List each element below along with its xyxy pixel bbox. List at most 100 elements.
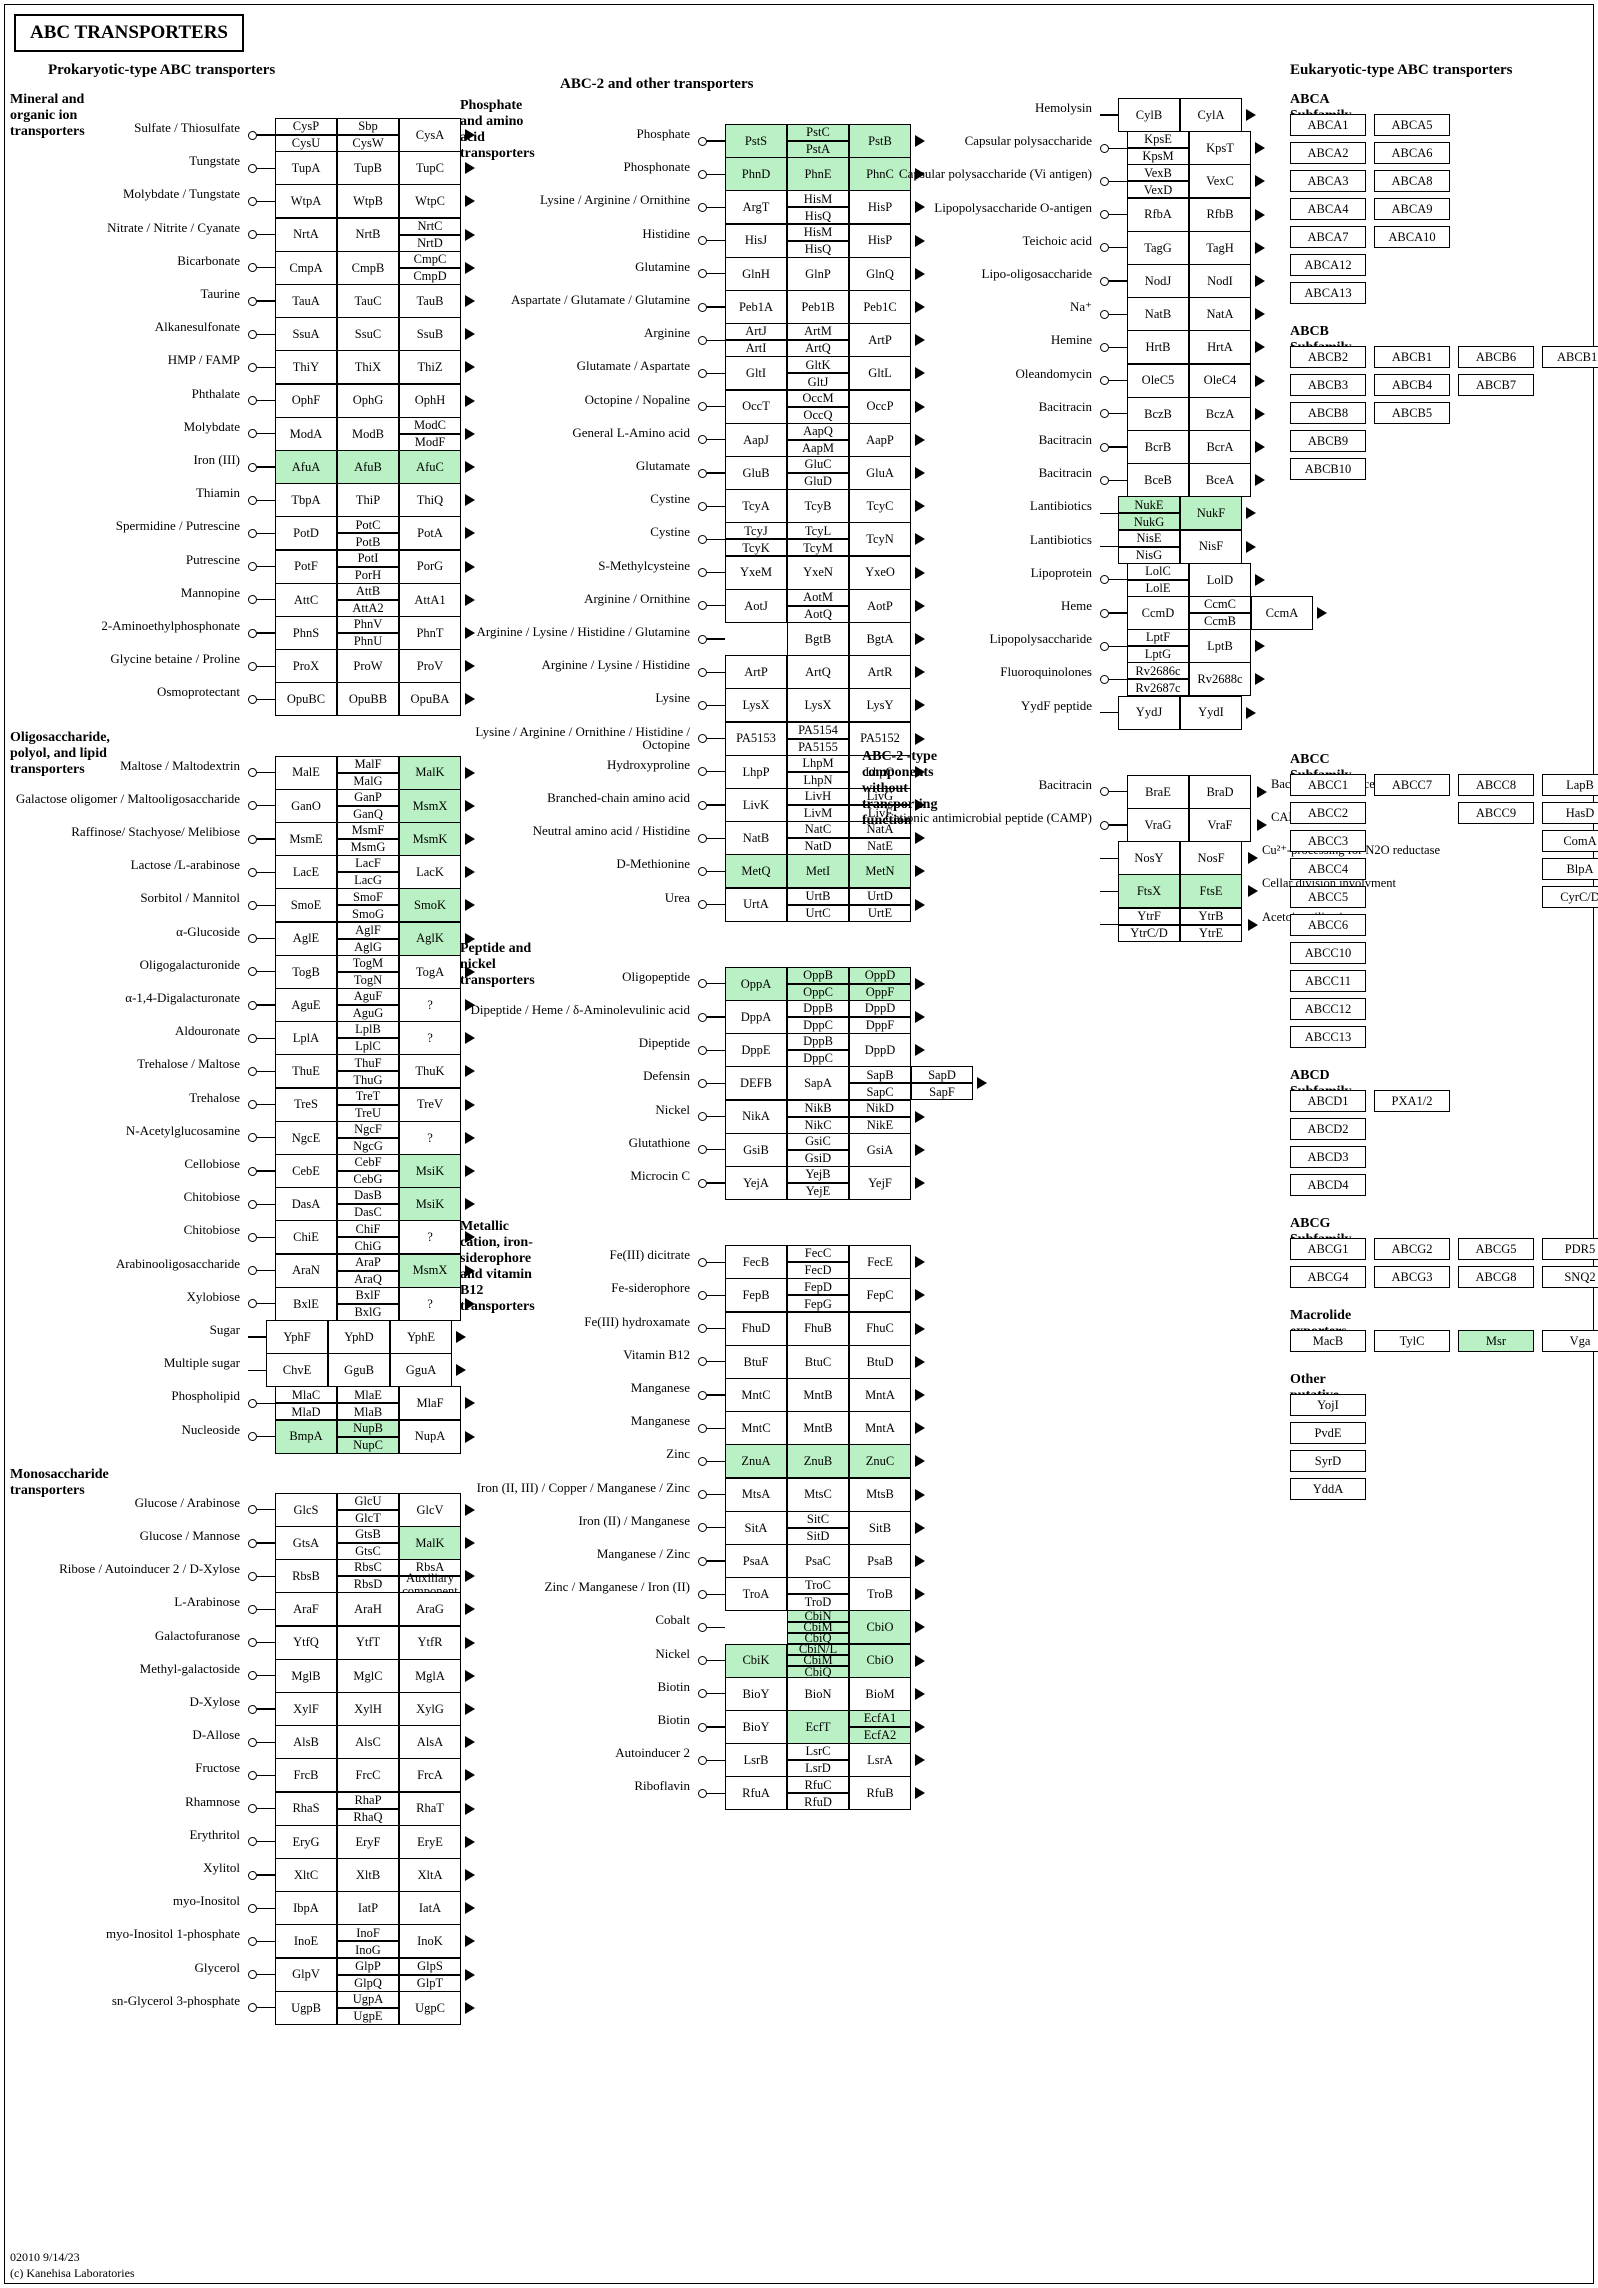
gene-box-UgpC[interactable]: UgpC xyxy=(399,1991,461,2025)
gene-box-NatB[interactable]: NatB xyxy=(1127,297,1189,331)
gene-box-AttC[interactable]: AttC xyxy=(275,583,337,617)
gene-box-FhuC[interactable]: FhuC xyxy=(849,1312,911,1346)
gene-box-FepB[interactable]: FepB xyxy=(725,1278,787,1312)
subfamily-box-CyrCD[interactable]: CyrC/D xyxy=(1542,886,1598,908)
gene-box-ProV[interactable]: ProV xyxy=(399,649,461,683)
gene-box-MlaD[interactable]: MlaD xyxy=(275,1403,337,1420)
gene-box-EryE[interactable]: EryE xyxy=(399,1825,461,1859)
gene-box-ThiY[interactable]: ThiY xyxy=(275,350,337,384)
gene-box-AglF[interactable]: AglF xyxy=(337,922,399,939)
gene-box-KpsE[interactable]: KpsE xyxy=(1127,131,1189,148)
gene-box-CmpA[interactable]: CmpA xyxy=(275,251,337,285)
gene-box-LsrB[interactable]: LsrB xyxy=(725,1743,787,1777)
subfamily-box-ABCD4[interactable]: ABCD4 xyxy=(1290,1174,1366,1196)
gene-box-OpuBA[interactable]: OpuBA xyxy=(399,682,461,716)
subfamily-box-PXA12[interactable]: PXA1/2 xyxy=(1374,1090,1450,1112)
gene-box-YxeM[interactable]: YxeM xyxy=(725,556,787,590)
gene-box-FrcA[interactable]: FrcA xyxy=(399,1758,461,1792)
gene-box-GlpP[interactable]: GlpP xyxy=(337,1958,399,1975)
gene-box-ThuK[interactable]: ThuK xyxy=(399,1054,461,1088)
gene-box-FrcC[interactable]: FrcC xyxy=(337,1758,399,1792)
gene-box-LptF[interactable]: LptF xyxy=(1127,629,1189,646)
gene-box-LivM[interactable]: LivM xyxy=(787,805,849,822)
gene-box-HisQ[interactable]: HisQ xyxy=(787,241,849,258)
gene-box-OleC5[interactable]: OleC5 xyxy=(1127,364,1189,398)
gene-box-AapQ[interactable]: AapQ xyxy=(787,423,849,440)
gene-box-InoF[interactable]: InoF xyxy=(337,1924,399,1941)
gene-box-NosF[interactable]: NosF xyxy=(1180,841,1242,875)
gene-box-BioY[interactable]: BioY xyxy=(725,1677,787,1711)
gene-box-InoG[interactable]: InoG xyxy=(337,1941,399,1958)
gene-box-AguF[interactable]: AguF xyxy=(337,988,399,1005)
gene-box-BxlE[interactable]: BxlE xyxy=(275,1287,337,1321)
gene-box-LhpN[interactable]: LhpN xyxy=(787,772,849,789)
gene-box-DppD[interactable]: DppD xyxy=(849,1033,911,1067)
gene-box-NrtD[interactable]: NrtD xyxy=(399,235,461,252)
gene-box-NatC[interactable]: NatC xyxy=(787,821,849,838)
gene-box-MntB[interactable]: MntB xyxy=(787,1378,849,1412)
gene-box-FecD[interactable]: FecD xyxy=(787,1262,849,1279)
gene-box-AfuC[interactable]: AfuC xyxy=(399,450,461,484)
gene-box-VraF[interactable]: VraF xyxy=(1189,808,1251,842)
gene-box-YejE[interactable]: YejE xyxy=(787,1183,849,1200)
gene-box-OpuBC[interactable]: OpuBC xyxy=(275,682,337,716)
gene-box-PA5153[interactable]: PA5153 xyxy=(725,722,787,756)
gene-box-CcmC[interactable]: CcmC xyxy=(1189,596,1251,613)
gene-box-NikB[interactable]: NikB xyxy=(787,1100,849,1117)
gene-box-Rv2687c[interactable]: Rv2687c xyxy=(1127,679,1189,696)
gene-box-ModB[interactable]: ModB xyxy=(337,417,399,451)
gene-box-FecB[interactable]: FecB xyxy=(725,1245,787,1279)
gene-box-[interactable]: ? xyxy=(399,1121,461,1155)
gene-box-GtsA[interactable]: GtsA xyxy=(275,1526,337,1560)
gene-box-ArtM[interactable]: ArtM xyxy=(787,323,849,340)
gene-box-NatB[interactable]: NatB xyxy=(725,821,787,855)
gene-box-FepG[interactable]: FepG xyxy=(787,1295,849,1312)
gene-box-PsaA[interactable]: PsaA xyxy=(725,1544,787,1578)
gene-box-TagH[interactable]: TagH xyxy=(1189,231,1251,265)
gene-box-TogB[interactable]: TogB xyxy=(275,955,337,989)
gene-box-AraF[interactable]: AraF xyxy=(275,1592,337,1626)
gene-box-MntA[interactable]: MntA xyxy=(849,1378,911,1412)
subfamily-box-ABCG5[interactable]: ABCG5 xyxy=(1458,1238,1534,1260)
gene-box-OppC[interactable]: OppC xyxy=(787,984,849,1001)
gene-box-[interactable]: ? xyxy=(399,1287,461,1321)
gene-box-EryG[interactable]: EryG xyxy=(275,1825,337,1859)
gene-box-YtrB[interactable]: YtrB xyxy=(1180,908,1242,925)
gene-box-CebE[interactable]: CebE xyxy=(275,1154,337,1188)
gene-box-BraE[interactable]: BraE xyxy=(1127,775,1189,809)
gene-box-SmoK[interactable]: SmoK xyxy=(399,888,461,922)
gene-box-PhnV[interactable]: PhnV xyxy=(337,616,399,633)
gene-box-LplC[interactable]: LplC xyxy=(337,1038,399,1055)
gene-box-IbpA[interactable]: IbpA xyxy=(275,1891,337,1925)
gene-box-DppB[interactable]: DppB xyxy=(787,1033,849,1050)
gene-box-ArtP[interactable]: ArtP xyxy=(725,655,787,689)
gene-box-IatA[interactable]: IatA xyxy=(399,1891,461,1925)
gene-box-MntC[interactable]: MntC xyxy=(725,1378,787,1412)
gene-box-NrtB[interactable]: NrtB xyxy=(337,218,399,252)
gene-box-RfuD[interactable]: RfuD xyxy=(787,1793,849,1810)
gene-box-SitB[interactable]: SitB xyxy=(849,1511,911,1545)
gene-box-FhuD[interactable]: FhuD xyxy=(725,1312,787,1346)
gene-box-AlsC[interactable]: AlsC xyxy=(337,1725,399,1759)
gene-box-MtsA[interactable]: MtsA xyxy=(725,1478,787,1512)
gene-box-NisG[interactable]: NisG xyxy=(1118,547,1180,564)
gene-box-LacF[interactable]: LacF xyxy=(337,855,399,872)
gene-box-HisQ[interactable]: HisQ xyxy=(787,207,849,224)
gene-box-LhpP[interactable]: LhpP xyxy=(725,755,787,789)
gene-box-AguG[interactable]: AguG xyxy=(337,1005,399,1022)
gene-box-PorG[interactable]: PorG xyxy=(399,550,461,584)
gene-box-SmoG[interactable]: SmoG xyxy=(337,905,399,922)
gene-box-AlsA[interactable]: AlsA xyxy=(399,1725,461,1759)
gene-box-RhaT[interactable]: RhaT xyxy=(399,1792,461,1826)
gene-box-ModC[interactable]: ModC xyxy=(399,417,461,434)
subfamily-box-ABCB3[interactable]: ABCB3 xyxy=(1290,374,1366,396)
gene-box-NatE[interactable]: NatE xyxy=(849,838,911,855)
gene-box-CysA[interactable]: CysA xyxy=(399,118,461,152)
subfamily-box-ABCD3[interactable]: ABCD3 xyxy=(1290,1146,1366,1168)
gene-box-TcyK[interactable]: TcyK xyxy=(725,539,787,556)
gene-box-MsmF[interactable]: MsmF xyxy=(337,822,399,839)
gene-box-TbpA[interactable]: TbpA xyxy=(275,483,337,517)
gene-box-PstC[interactable]: PstC xyxy=(787,124,849,141)
gene-box-FtsX[interactable]: FtsX xyxy=(1118,874,1180,908)
subfamily-box-ABCD2[interactable]: ABCD2 xyxy=(1290,1118,1366,1140)
